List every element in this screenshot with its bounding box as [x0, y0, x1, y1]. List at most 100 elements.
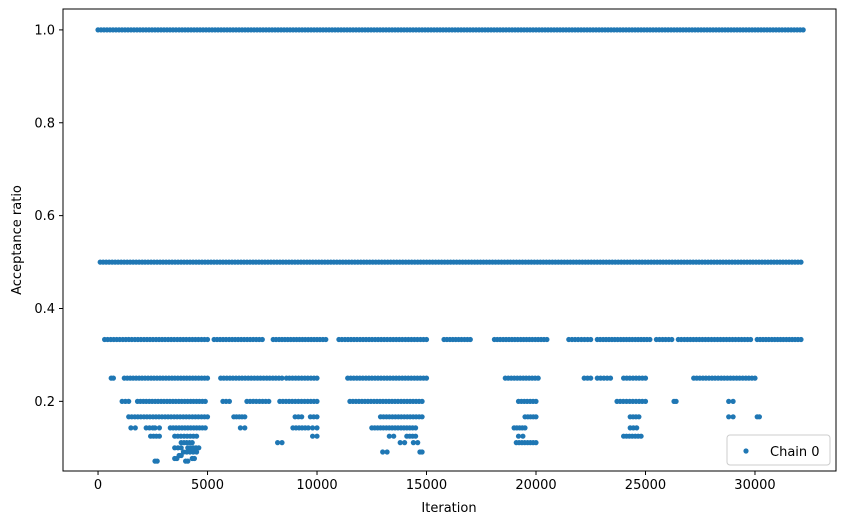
data-point — [391, 433, 397, 439]
data-point — [522, 425, 528, 431]
data-point — [226, 398, 232, 404]
data-point — [642, 375, 649, 381]
data-point — [730, 398, 736, 404]
plot-frame — [62, 8, 837, 472]
data-point — [299, 414, 305, 420]
data-point — [669, 336, 675, 343]
data-point — [185, 458, 191, 464]
data-point — [533, 414, 539, 420]
data-point — [415, 440, 421, 446]
y-tick-label: 1.0 — [34, 23, 55, 38]
data-points — [95, 27, 806, 464]
data-point — [194, 433, 200, 439]
data-point — [520, 433, 526, 439]
x-tick-label: 25000 — [625, 478, 666, 493]
data-point — [194, 449, 200, 455]
data-point — [384, 449, 390, 455]
data-point — [242, 425, 248, 431]
data-point — [730, 414, 736, 420]
data-point — [110, 375, 116, 381]
data-point — [132, 425, 138, 431]
data-point — [314, 414, 320, 420]
y-tick-label: 0.8 — [34, 116, 55, 131]
data-point — [189, 440, 195, 446]
data-point — [752, 375, 758, 381]
data-point — [638, 433, 644, 439]
x-tick-label: 0 — [94, 478, 102, 493]
data-point — [397, 440, 403, 446]
data-point — [423, 375, 430, 381]
data-point — [515, 433, 522, 439]
data-point — [402, 440, 408, 446]
data-point — [636, 414, 642, 420]
legend-box — [726, 434, 831, 466]
data-point — [202, 425, 208, 431]
data-point — [156, 433, 162, 439]
data-point — [588, 336, 594, 343]
y-axis-label: Acceptance ratio — [10, 185, 25, 295]
data-point — [242, 414, 248, 420]
data-point — [204, 414, 211, 420]
plot-area — [63, 9, 836, 471]
data-point — [419, 414, 425, 420]
data-point — [275, 440, 281, 446]
x-tick-label: 10000 — [296, 478, 337, 493]
data-point — [798, 259, 804, 265]
data-point — [128, 425, 134, 431]
data-point — [259, 336, 265, 343]
data-point — [152, 425, 158, 431]
data-point — [634, 425, 640, 431]
data-point — [607, 375, 614, 381]
legend-label: Chain 0 — [770, 445, 820, 460]
legend: Chain 0 — [726, 434, 831, 466]
data-point — [314, 425, 320, 431]
data-point — [726, 414, 732, 420]
data-point — [279, 375, 285, 381]
data-point — [191, 455, 197, 462]
data-point — [314, 433, 320, 439]
data-point — [535, 375, 541, 381]
x-tick-label: 15000 — [406, 478, 447, 493]
data-point — [204, 336, 211, 343]
y-tick-label: 0.4 — [34, 302, 55, 317]
x-tick-label: 30000 — [734, 478, 775, 493]
data-point — [305, 425, 311, 431]
data-point — [237, 425, 243, 431]
data-point — [204, 375, 211, 381]
data-point — [310, 425, 316, 431]
y-tick-label: 0.2 — [34, 395, 55, 410]
data-point — [419, 449, 425, 455]
data-point — [196, 445, 202, 451]
data-point — [533, 398, 539, 404]
data-point — [156, 425, 162, 431]
data-point — [756, 414, 763, 420]
data-point — [266, 398, 272, 404]
data-point — [800, 27, 806, 33]
data-point — [314, 375, 320, 381]
data-point — [323, 336, 329, 343]
data-point — [178, 452, 184, 459]
data-point — [126, 398, 132, 404]
data-point — [380, 449, 386, 455]
data-point — [647, 336, 653, 343]
data-point — [310, 433, 316, 439]
legend-marker — [743, 448, 749, 454]
data-point — [202, 398, 208, 404]
data-point — [423, 336, 430, 343]
data-point — [467, 336, 473, 343]
data-point — [419, 398, 425, 404]
data-point — [544, 336, 550, 343]
y-tick-label: 0.6 — [34, 209, 55, 224]
data-point — [174, 455, 180, 462]
data-point — [178, 445, 184, 451]
data-point — [413, 425, 419, 431]
data-point — [386, 433, 392, 439]
data-point — [533, 440, 539, 446]
data-point — [314, 398, 320, 404]
data-point — [673, 398, 679, 404]
data-point — [798, 336, 804, 343]
data-point — [588, 375, 594, 381]
data-point — [279, 440, 285, 446]
data-point — [726, 398, 732, 404]
